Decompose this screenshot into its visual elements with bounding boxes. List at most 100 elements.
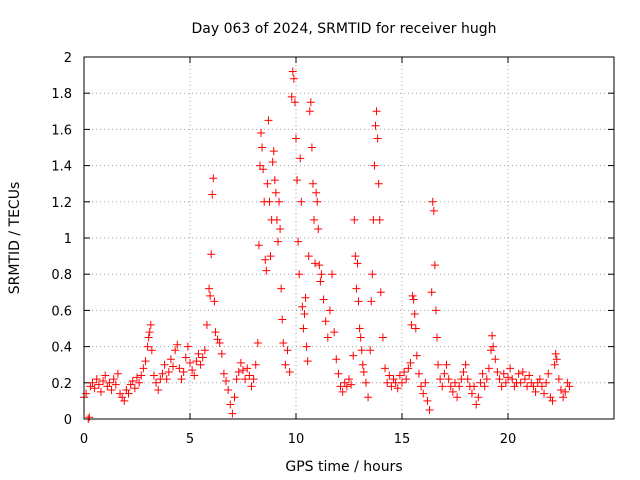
data-point — [404, 364, 413, 373]
data-point — [461, 360, 470, 369]
data-point — [293, 176, 302, 185]
data-point — [499, 369, 508, 378]
data-point — [417, 382, 426, 391]
data-point — [370, 161, 379, 170]
data-point — [198, 353, 207, 362]
data-point — [423, 396, 432, 405]
data-point — [194, 349, 203, 358]
data-point — [359, 367, 368, 376]
data-point — [158, 369, 167, 378]
data-point — [186, 358, 194, 367]
x-tick-label: 15 — [394, 432, 411, 447]
data-point — [544, 369, 553, 378]
data-point — [177, 375, 186, 384]
data-point — [289, 74, 298, 83]
data-point — [103, 382, 112, 391]
data-point — [332, 355, 341, 364]
data-point — [504, 373, 512, 382]
data-point — [294, 237, 303, 246]
data-point — [325, 306, 334, 315]
data-point — [301, 293, 310, 302]
data-point — [219, 369, 228, 378]
data-point — [352, 284, 361, 293]
data-point — [506, 364, 515, 373]
data-point — [484, 364, 493, 373]
data-point — [209, 174, 218, 183]
data-point — [146, 320, 155, 329]
data-point — [230, 393, 239, 402]
data-point — [298, 302, 307, 311]
data-point — [368, 270, 377, 279]
data-point — [169, 362, 178, 371]
data-point — [249, 375, 258, 384]
data-point — [276, 224, 285, 233]
data-point — [154, 386, 163, 395]
data-point — [432, 333, 441, 342]
data-point — [133, 373, 141, 382]
data-point — [342, 382, 351, 391]
data-point — [559, 393, 568, 402]
data-point — [228, 409, 237, 418]
y-tick-label: 2 — [64, 51, 72, 66]
data-point — [497, 382, 506, 391]
data-point — [265, 197, 274, 206]
data-point — [192, 357, 201, 366]
data-point — [255, 161, 264, 170]
data-point — [550, 360, 559, 369]
data-point — [141, 357, 150, 366]
y-tick-label: 1 — [64, 232, 72, 247]
data-point — [234, 367, 243, 376]
data-point — [101, 371, 110, 380]
data-point — [411, 324, 420, 333]
grid-layer — [84, 57, 614, 419]
data-point — [239, 366, 247, 375]
data-point — [124, 389, 133, 398]
data-point — [268, 157, 277, 166]
data-point — [338, 387, 347, 396]
data-point — [116, 389, 125, 398]
data-point — [353, 259, 362, 268]
data-point — [395, 371, 404, 380]
data-point — [264, 116, 273, 125]
data-point — [166, 355, 175, 364]
x-axis-label: GPS time / hours — [285, 459, 402, 475]
data-point — [315, 261, 324, 270]
data-point — [319, 295, 328, 304]
data-point — [279, 338, 288, 347]
data-point — [374, 179, 383, 188]
data-point — [130, 384, 139, 393]
data-point — [310, 215, 319, 224]
data-point — [147, 346, 156, 355]
data-point — [431, 306, 440, 315]
data-point — [551, 349, 560, 358]
data-point — [488, 331, 497, 340]
data-point — [381, 364, 390, 373]
data-point — [334, 369, 343, 378]
data-point — [400, 367, 409, 376]
data-point — [135, 378, 144, 387]
data-point — [478, 369, 487, 378]
data-point — [145, 328, 154, 337]
data-point — [162, 375, 171, 384]
y-tick-label: 1.6 — [51, 123, 72, 138]
data-point — [207, 250, 216, 259]
data-point — [311, 259, 320, 268]
data-point — [430, 261, 439, 270]
data-point — [467, 389, 476, 398]
data-point — [361, 378, 370, 387]
data-point — [428, 197, 437, 206]
data-point — [317, 270, 326, 279]
data-point — [306, 98, 315, 107]
data-point — [254, 241, 263, 250]
data-point — [561, 387, 570, 396]
data-point — [175, 364, 184, 373]
data-point — [552, 355, 561, 364]
data-point — [408, 291, 417, 300]
data-point — [285, 367, 294, 376]
data-point — [122, 386, 131, 395]
data-point — [85, 413, 94, 422]
data-point — [554, 375, 563, 384]
data-point — [137, 371, 146, 380]
data-point — [206, 291, 215, 300]
